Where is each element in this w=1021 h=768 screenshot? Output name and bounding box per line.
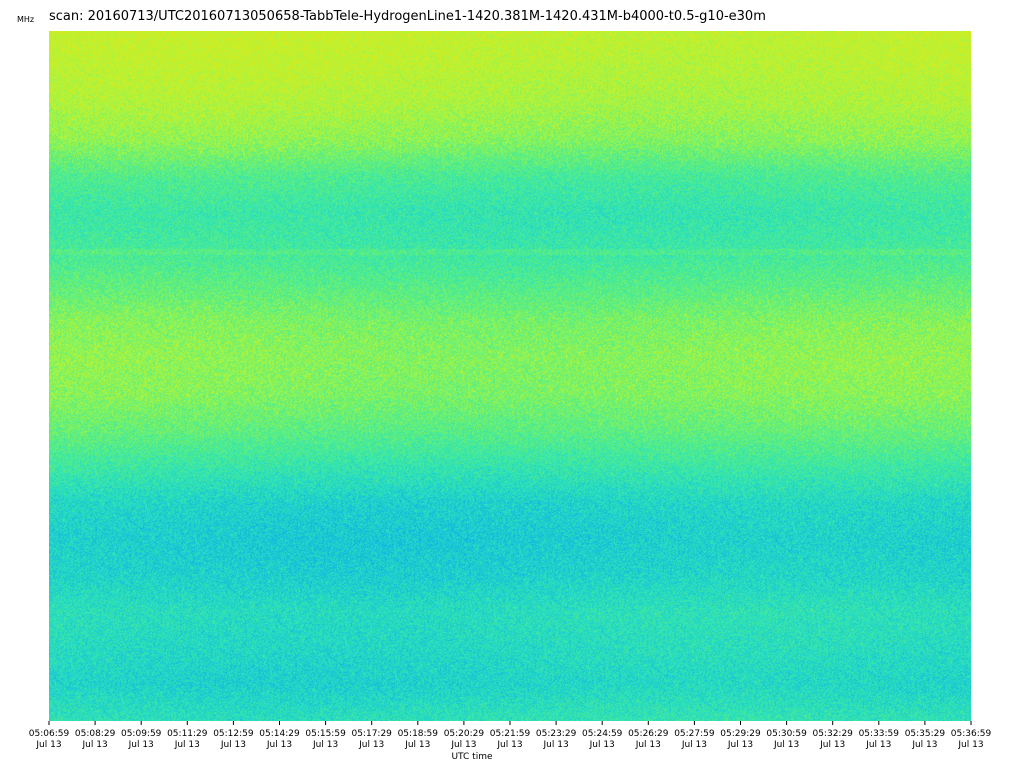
x-tick-label-time: 05:15:59 — [305, 729, 346, 739]
x-tick-label-time: 05:35:29 — [905, 729, 946, 739]
x-tick-label-time: 05:23:29 — [536, 729, 577, 739]
y-axis-label: MHz — [17, 15, 35, 24]
x-tick-label-date: Jul 13 — [450, 740, 476, 750]
x-tick-label-date: Jul 13 — [819, 740, 845, 750]
x-tick-label-time: 05:26:29 — [628, 729, 669, 739]
x-tick-label-time: 05:06:59 — [29, 729, 70, 739]
x-tick-label-date: Jul 13 — [911, 740, 937, 750]
x-tick-label-time: 05:24:59 — [582, 729, 623, 739]
spectrogram-heatmap — [49, 31, 971, 721]
x-tick-label-time: 05:36:59 — [951, 729, 992, 739]
x-tick-label-date: Jul 13 — [543, 740, 569, 750]
x-tick-label-time: 05:14:29 — [259, 729, 300, 739]
x-tick-label-date: Jul 13 — [496, 740, 522, 750]
x-tick-label-date: Jul 13 — [266, 740, 292, 750]
x-tick-label-date: Jul 13 — [174, 740, 200, 750]
x-tick-label-date: Jul 13 — [128, 740, 154, 750]
x-axis-label: UTC time — [451, 752, 493, 762]
x-tick-label-time: 05:09:59 — [121, 729, 162, 739]
x-tick-label-date: Jul 13 — [865, 740, 891, 750]
x-tick-label-date: Jul 13 — [220, 740, 246, 750]
x-tick-label-date: Jul 13 — [312, 740, 338, 750]
x-tick-label-time: 05:32:29 — [812, 729, 853, 739]
x-tick-label-time: 05:21:59 — [490, 729, 531, 739]
x-tick-label-date: Jul 13 — [82, 740, 108, 750]
x-tick-label-date: Jul 13 — [635, 740, 661, 750]
x-tick-label-date: Jul 13 — [358, 740, 384, 750]
x-tick-label-date: Jul 13 — [404, 740, 430, 750]
x-tick-label-date: Jul 13 — [681, 740, 707, 750]
x-tick-label-time: 05:29:29 — [720, 729, 761, 739]
x-tick-label-time: 05:27:59 — [674, 729, 715, 739]
x-tick-label-time: 05:12:59 — [213, 729, 254, 739]
x-tick-label-time: 05:30:59 — [766, 729, 807, 739]
x-tick-label-time: 05:33:59 — [859, 729, 900, 739]
x-tick-label-time: 05:11:29 — [167, 729, 208, 739]
x-tick-label-date: Jul 13 — [589, 740, 615, 750]
x-tick-label-date: Jul 13 — [957, 740, 983, 750]
x-tick-label-time: 05:17:29 — [351, 729, 392, 739]
x-tick-label-date: Jul 13 — [35, 740, 61, 750]
x-tick-label-time: 05:08:29 — [75, 729, 116, 739]
x-tick-label-time: 05:20:29 — [444, 729, 485, 739]
x-tick-label-date: Jul 13 — [727, 740, 753, 750]
x-tick-label-time: 05:18:59 — [398, 729, 439, 739]
chart-title: scan: 20160713/UTC20160713050658-TabbTel… — [49, 9, 766, 24]
x-tick-label-date: Jul 13 — [773, 740, 799, 750]
